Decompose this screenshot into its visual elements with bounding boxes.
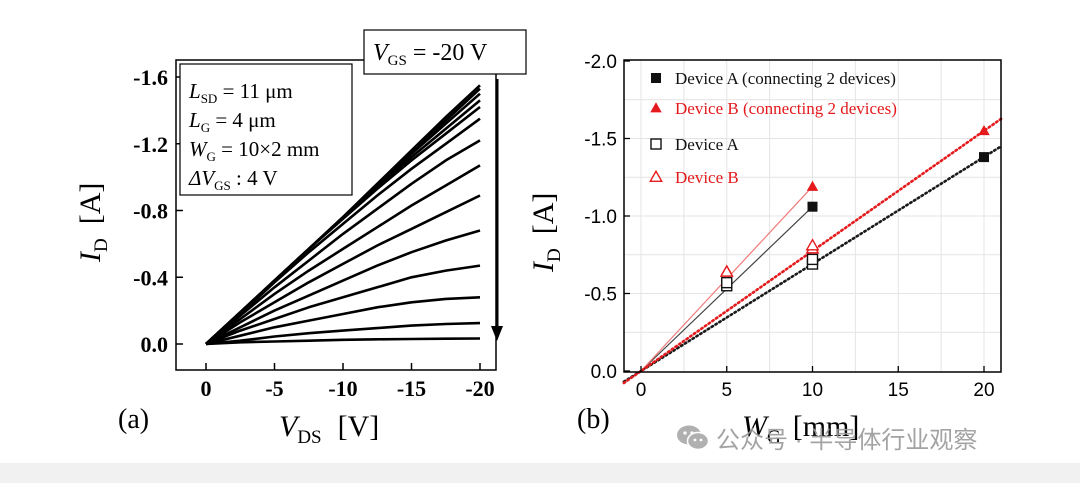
panel-b-point-s2	[806, 180, 819, 191]
panel-a-x-tick-label: 0	[201, 376, 212, 401]
panel-b-legend-label-2: Device B (connecting 2 devices)	[675, 99, 897, 118]
panel-b-x-axis-label: WG [mm]	[742, 410, 859, 448]
panel-b-point-s1	[807, 201, 818, 212]
bottom-band	[0, 463, 1080, 483]
panel-a-curve-11	[205, 264, 481, 346]
panel-a-vgs-arrowhead	[491, 326, 503, 341]
panel-a-curve-14	[205, 337, 481, 346]
panel-b-point-s3	[806, 253, 819, 266]
panel-a-curve-9	[205, 194, 481, 346]
panel-b-marks	[622, 117, 1003, 385]
panel-a-x-axis-label: VDS [V]	[279, 410, 379, 448]
watermark: 公众号 · 半导体行业观察	[676, 420, 977, 455]
panel-a-vgs-annotation: VGS = -20 V	[373, 40, 488, 69]
panel-a-y-tick-label: 0.0	[141, 332, 169, 357]
panel-b-point-s4	[805, 238, 820, 251]
panel-b-x-tick-label: 10	[802, 380, 823, 401]
panel-a-curve-13	[205, 321, 481, 346]
panel-b-point-s1	[979, 152, 989, 163]
panel-b-legend-marker-3	[650, 138, 662, 150]
panel-b-point-s4	[719, 264, 734, 277]
panel-a-tick-labels: 0 -5 -10 -15 -20 0.0 -0.4 -0.8 -1.2 -1.6	[133, 65, 494, 401]
panel-a-ticks	[176, 76, 481, 370]
panel-a-curve-10	[205, 229, 481, 346]
panel-b-y-tick-label: 0.0	[591, 362, 617, 383]
panel-b: 0 5 10 15 20 0.0 -0.5 -1.0 -1.5 -2.0 Device A (co…	[527, 52, 1003, 448]
panel-a-param-4: ΔVGS : 4 V	[188, 166, 278, 193]
panel-b-ticks	[624, 60, 985, 372]
panel-b-y-tick-label: -2.0	[584, 52, 617, 73]
panel-b-point-s3	[721, 276, 733, 289]
panel-b-y-tick-label: -1.5	[584, 130, 617, 151]
panel-a-param-1: LSD = 11 μm	[188, 79, 293, 106]
panel-a-y-axis-label: ID[A]	[74, 183, 112, 263]
panel-b-legend-label-1: Device A (connecting 2 devices)	[675, 69, 896, 88]
panel-b-x-tick-label: 5	[721, 380, 732, 401]
panel-b-y-tick-label: -0.5	[584, 285, 617, 306]
panel-a-x-tick-label: -5	[265, 376, 283, 401]
panel-a-y-tick-label: -0.4	[133, 265, 168, 290]
panel-b-y-axis-label: ID[A]	[527, 193, 565, 273]
panel-a-x-tick-label: -10	[328, 376, 357, 401]
panel-b-legend-label-3: Device A	[675, 135, 739, 154]
wechat-icon	[677, 425, 710, 450]
panel-a-params-box	[179, 63, 353, 196]
panel-a-y-tick-label: -0.8	[133, 199, 168, 224]
panel-b-legend: Device A (connecting 2 devices) Device B …	[649, 69, 897, 187]
panel-a-y-tick-label: -1.6	[133, 65, 168, 90]
panel-b-x-tick-label: 0	[636, 380, 647, 401]
panel-b-tick-labels: 0 5 10 15 20 0.0 -0.5 -1.0 -1.5 -2.0	[584, 52, 994, 401]
panel-a-curve-6	[205, 117, 481, 345]
panel-a-y-tick-label: -1.2	[133, 132, 168, 157]
panel-a-marks	[205, 84, 481, 346]
panel-a-param-2: LG = 4 μm	[188, 108, 276, 135]
panel-a-vgs-box	[363, 29, 527, 75]
panel-a-label: (a)	[118, 404, 149, 435]
panel-b-y-tick-label: -1.0	[584, 207, 617, 228]
panel-b-legend-marker-2	[650, 102, 662, 113]
panel-b-point-s2	[978, 125, 990, 136]
panel-b-legend-marker-4	[649, 169, 663, 183]
panel-a-param-3: WG = 10×2 mm	[189, 137, 320, 164]
panel-a-curve-8	[205, 164, 481, 346]
panel-b-legend-label-4: Device B	[675, 168, 739, 187]
panel-b-x-tick-label: 20	[973, 380, 994, 401]
panel-b-legend-marker-1	[651, 73, 661, 83]
panel-b-x-tick-label: 15	[888, 380, 909, 401]
watermark-text: 公众号 · 半导体行业观察	[716, 427, 978, 454]
panel-a-x-tick-label: -15	[397, 376, 426, 401]
panel-a-curve-7	[205, 139, 481, 346]
panel-b-label: (b)	[577, 404, 610, 435]
panel-a: 0 -5 -10 -15 -20 0.0 -0.4 -0.8 -1.2 -1.6 LSD = 11…	[74, 29, 527, 448]
panel-a-curve-12	[205, 296, 481, 346]
panel-a-x-tick-label: -20	[465, 376, 494, 401]
